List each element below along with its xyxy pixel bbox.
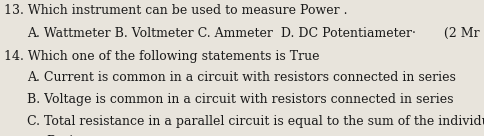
Text: 13. Which instrument can be used to measure Power .: 13. Which instrument can be used to meas… [4,4,347,17]
Text: A. Current is common in a circuit with resistors connected in series: A. Current is common in a circuit with r… [27,71,454,84]
Text: B. Voltage is common in a circuit with resistors connected in series: B. Voltage is common in a circuit with r… [27,93,452,106]
Text: Resistances.: Resistances. [46,135,124,136]
Text: 14. Which one of the following statements is True: 14. Which one of the following statement… [4,50,319,63]
Text: C. Total resistance in a parallel circuit is equal to the sum of the individu: C. Total resistance in a parallel circui… [27,115,484,128]
Text: A. Wattmeter B. Voltmeter C. Ammeter  D. DC Potentiameter·       (2 Mr: A. Wattmeter B. Voltmeter C. Ammeter D. … [27,27,478,40]
